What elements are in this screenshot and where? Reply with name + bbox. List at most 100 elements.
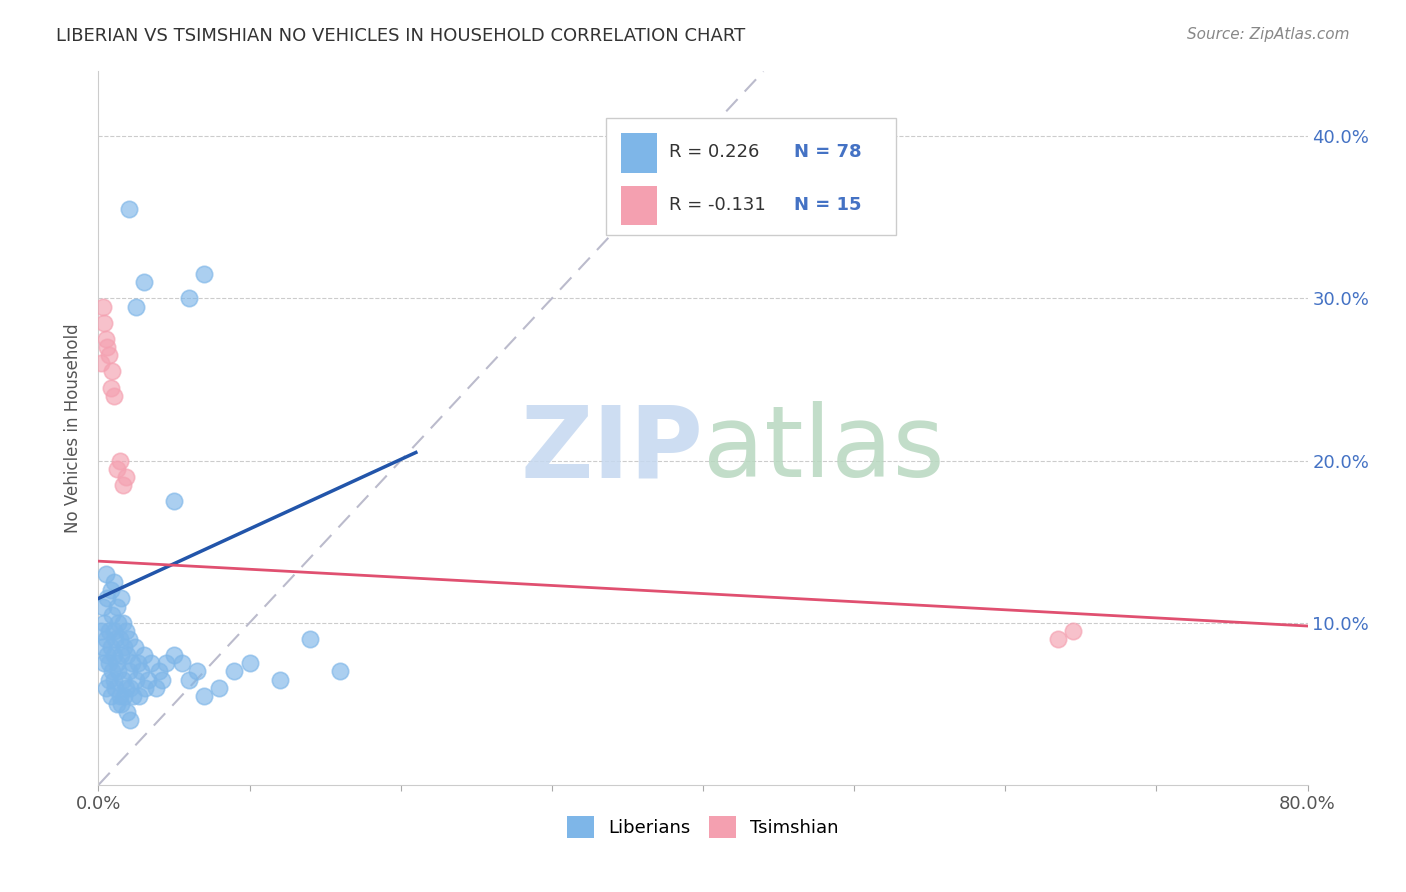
Point — [98, 348, 121, 362]
Point — [329, 665, 352, 679]
Point — [105, 461, 128, 475]
Point — [103, 648, 125, 663]
Point — [239, 657, 262, 671]
Point — [107, 615, 129, 630]
Point — [129, 665, 152, 679]
Point — [105, 599, 128, 614]
Legend: Liberians, Tsimshian: Liberians, Tsimshian — [558, 807, 848, 847]
Point — [145, 681, 167, 695]
Point — [112, 689, 135, 703]
Point — [100, 583, 122, 598]
Point — [110, 648, 132, 663]
Point — [115, 648, 138, 663]
Point — [100, 640, 122, 654]
Point — [134, 681, 156, 695]
Point — [108, 453, 131, 467]
Text: LIBERIAN VS TSIMSHIAN NO VEHICLES IN HOUSEHOLD CORRELATION CHART: LIBERIAN VS TSIMSHIAN NO VEHICLES IN HOU… — [56, 27, 745, 45]
Point — [108, 689, 131, 703]
Point — [111, 673, 134, 687]
Point — [193, 267, 215, 281]
Point — [103, 575, 125, 590]
Point — [299, 632, 322, 646]
Point — [90, 356, 112, 370]
Point — [170, 657, 193, 671]
Y-axis label: No Vehicles in Household: No Vehicles in Household — [65, 323, 83, 533]
Point — [269, 673, 291, 687]
Point — [132, 275, 155, 289]
Point — [98, 657, 121, 671]
Point — [91, 640, 114, 654]
Point — [163, 494, 186, 508]
Point — [100, 689, 122, 703]
Point — [101, 665, 124, 679]
Point — [103, 673, 125, 687]
Point — [107, 665, 129, 679]
Point — [121, 657, 143, 671]
Point — [112, 640, 135, 654]
Bar — [621, 134, 657, 173]
Point — [110, 697, 132, 711]
Point — [104, 681, 127, 695]
Point — [111, 615, 134, 630]
Point — [122, 689, 145, 703]
Point — [96, 591, 118, 606]
Point — [94, 632, 117, 646]
Point — [94, 332, 117, 346]
Point — [118, 665, 141, 679]
Point — [100, 381, 122, 395]
Point — [114, 470, 136, 484]
Point — [1062, 624, 1084, 638]
Point — [91, 599, 114, 614]
Point — [93, 615, 115, 630]
Point — [120, 713, 142, 727]
Point — [101, 364, 124, 378]
Point — [91, 300, 114, 314]
Point — [127, 657, 149, 671]
Bar — [606, 118, 897, 235]
Text: N = 78: N = 78 — [793, 143, 862, 161]
Text: Source: ZipAtlas.com: Source: ZipAtlas.com — [1187, 27, 1350, 42]
Point — [193, 689, 215, 703]
Point — [125, 300, 148, 314]
Text: atlas: atlas — [703, 401, 945, 498]
Point — [125, 673, 148, 687]
Point — [186, 665, 208, 679]
Point — [111, 478, 134, 492]
Point — [98, 624, 121, 638]
Point — [93, 316, 115, 330]
Point — [136, 673, 159, 687]
Point — [179, 673, 201, 687]
Point — [1047, 632, 1070, 646]
Point — [94, 567, 117, 582]
Point — [128, 689, 150, 703]
Point — [148, 665, 170, 679]
Point — [150, 673, 173, 687]
Point — [110, 591, 132, 606]
Point — [118, 632, 141, 646]
Point — [120, 681, 142, 695]
Point — [141, 657, 163, 671]
Point — [98, 673, 121, 687]
Point — [94, 681, 117, 695]
Point — [163, 648, 186, 663]
Point — [103, 624, 125, 638]
Point — [104, 632, 127, 646]
Point — [132, 648, 155, 663]
Point — [103, 389, 125, 403]
Point — [101, 607, 124, 622]
Point — [90, 624, 112, 638]
Bar — [621, 186, 657, 225]
Point — [108, 632, 131, 646]
Point — [105, 697, 128, 711]
Point — [96, 340, 118, 354]
Text: N = 15: N = 15 — [793, 196, 862, 214]
Point — [105, 657, 128, 671]
Point — [224, 665, 246, 679]
Point — [155, 657, 177, 671]
Point — [179, 292, 201, 306]
Point — [114, 681, 136, 695]
Point — [93, 657, 115, 671]
Point — [114, 624, 136, 638]
Point — [124, 640, 146, 654]
Text: R = -0.131: R = -0.131 — [669, 196, 766, 214]
